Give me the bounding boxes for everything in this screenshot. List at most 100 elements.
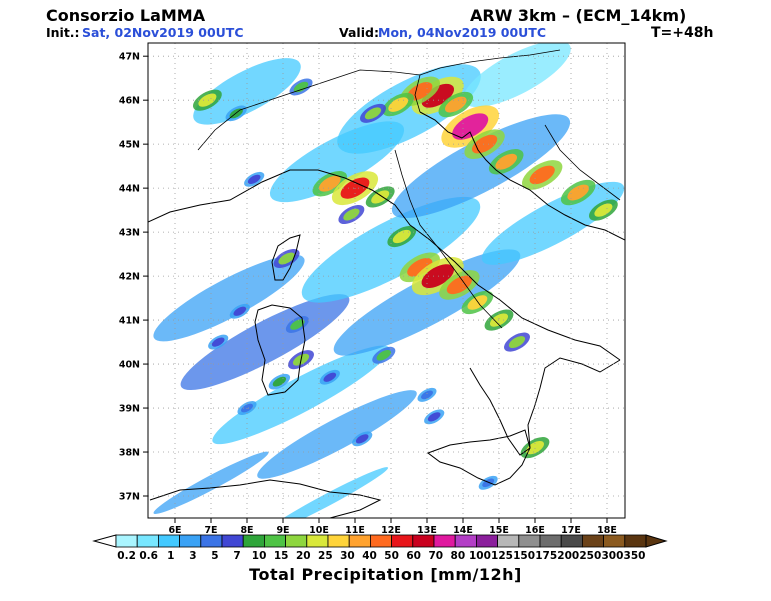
latitude-labels: 47N 46N 45N 44N 43N 42N 41N 40N 39N 38N 37N: [119, 52, 148, 503]
rain-band: [391, 114, 571, 219]
colorbar-swatch: [242, 534, 265, 548]
precip-cell-core: [355, 434, 369, 444]
colorbar-swatch: [497, 534, 520, 548]
lat-label: 37N: [119, 492, 140, 503]
lon-label: 15E: [489, 525, 509, 536]
precip-cell-core: [233, 306, 247, 316]
precip-cell-core: [407, 258, 433, 277]
colorbar-swatch: [200, 534, 223, 548]
colorbar-swatch: [624, 534, 647, 548]
colorbar-arrow-left: [92, 534, 117, 548]
precip-cell-core: [272, 376, 287, 387]
colorbar-label: 10: [252, 550, 267, 562]
lat-label: 39N: [119, 404, 140, 415]
lead-time: T=+48h: [651, 25, 714, 41]
colorbar-label: 3: [189, 550, 196, 562]
rain-band: [212, 345, 390, 445]
coastlines: [148, 111, 625, 518]
colorbar-swatch: [285, 534, 308, 548]
colorbar-label: 15: [274, 550, 289, 562]
precip-cell-core: [508, 336, 526, 349]
valid-label: Valid:: [339, 25, 379, 40]
rain-band: [481, 181, 625, 265]
precip-cell-core: [376, 349, 392, 361]
colorbar-label: 1: [167, 550, 174, 562]
precip-cell-core: [444, 96, 467, 113]
colorbar-swatch: [603, 534, 626, 548]
precip-cell-core: [211, 337, 225, 347]
colorbar-swatch: [306, 534, 329, 548]
colorbar-swatch: [369, 534, 392, 548]
lat-label: 45N: [119, 140, 140, 151]
colorbar-swatch: [412, 534, 435, 548]
colorbar-swatch: [582, 534, 605, 548]
colorbar-swatch: [560, 534, 583, 548]
colorbar-label: 50: [384, 550, 399, 562]
colorbar-label: 0.2: [117, 550, 136, 562]
lon-label: 7E: [204, 525, 217, 536]
lon-label: 8E: [240, 525, 253, 536]
precip-cell-core: [323, 372, 337, 382]
colorbar-swatch: [115, 534, 138, 548]
colorbar-label: 20: [296, 550, 311, 562]
colorbar-swatch: [136, 534, 159, 548]
colorbar-labels: 0.2 0.6 1 3 5 7 10 15 20 25 30 40 50 60 70 80 100 125 150 1…: [117, 550, 645, 562]
precip-cell-core: [388, 97, 409, 112]
rain-band: [153, 254, 305, 342]
lon-label: 12E: [381, 525, 401, 536]
colorbar-label: 350: [624, 550, 646, 562]
colorbar-label: 70: [428, 550, 443, 562]
colorbar-swatch: [518, 534, 541, 548]
colorbar-label: 175: [535, 550, 557, 562]
colorbar-label: 150: [513, 550, 535, 562]
precip-cell-core: [421, 264, 455, 289]
colorbar-swatch: [539, 534, 562, 548]
lon-label: 11E: [345, 525, 365, 536]
lon-label: 17E: [561, 525, 581, 536]
rain-band: [301, 196, 481, 303]
precip-cell-core: [525, 441, 545, 455]
precip-cell-core: [247, 174, 261, 184]
colorbar-label: 30: [340, 550, 355, 562]
lon-label: 16E: [525, 525, 545, 536]
colorbar-swatch: [327, 534, 350, 548]
colorbar-swatch: [157, 534, 180, 548]
precip-cell-core: [364, 107, 382, 120]
precip-cell-core: [495, 153, 518, 170]
colorbar-label: 80: [451, 550, 466, 562]
colorbar-label: 125: [491, 550, 513, 562]
precip-cell-core: [529, 165, 555, 185]
colorbar-label: 250: [579, 550, 601, 562]
lon-label: 6E: [168, 525, 181, 536]
colorbar-label: 5: [211, 550, 218, 562]
lat-label: 43N: [119, 228, 140, 239]
precip-cell-core: [278, 252, 295, 265]
lat-label: 41N: [119, 316, 140, 327]
colorbar-label: 200: [557, 550, 579, 562]
lon-label: 10E: [309, 525, 329, 536]
model-title: ARW 3km – (ECM_14km): [470, 6, 687, 25]
colorbar-label: 300: [601, 550, 623, 562]
colorbar-swatch: [348, 534, 371, 548]
precip-cell-core: [198, 93, 217, 107]
precip-cell-core: [290, 319, 305, 330]
colorbar-label: 40: [362, 550, 377, 562]
lon-label: 18E: [597, 525, 617, 536]
org-title: Consorzio LaMMA: [46, 6, 206, 25]
rain-band: [193, 58, 301, 125]
precip-cell-core: [371, 190, 390, 204]
lat-label: 47N: [119, 52, 140, 63]
colorbar-label: 100: [469, 550, 491, 562]
rain-band: [153, 451, 269, 514]
precip-cell-core: [482, 478, 495, 488]
precip-cell-core: [343, 208, 360, 221]
lon-label: 14E: [453, 525, 473, 536]
colorbar-label: 0.6: [139, 550, 158, 562]
init-label: Init.:: [46, 25, 80, 40]
precip-cell-core: [452, 113, 489, 140]
lat-label: 38N: [119, 448, 140, 459]
rain-band: [257, 390, 417, 479]
valid-value: Mon, 04Nov2019 00UTC: [378, 25, 547, 40]
colorbar-swatch: [221, 534, 244, 548]
